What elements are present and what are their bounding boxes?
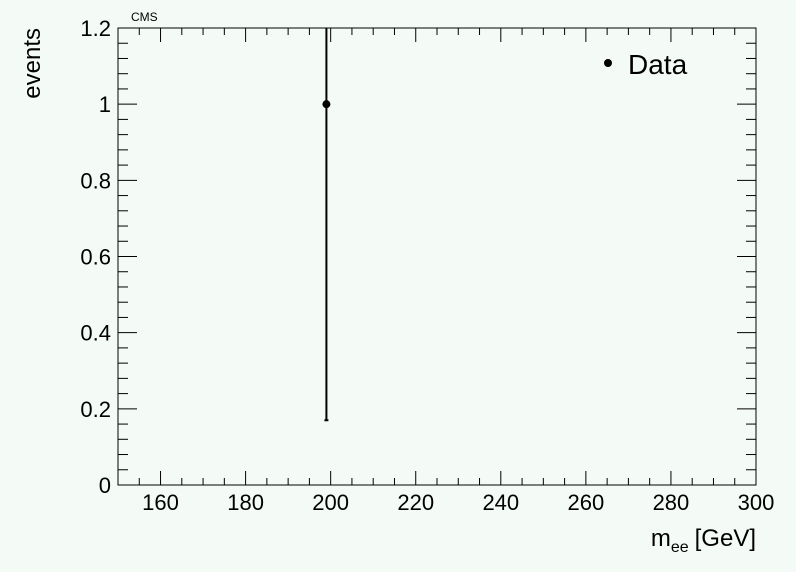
x-axis-label-unit: [GeV]	[695, 525, 756, 552]
data-points	[322, 28, 331, 422]
x-tick-label: 240	[482, 490, 519, 515]
x-tick-label: 260	[568, 490, 605, 515]
x-tick-label: 200	[312, 490, 349, 515]
x-axis-label-main: m	[651, 525, 671, 552]
legend: Data	[604, 49, 688, 80]
x-tick-label: 160	[142, 490, 179, 515]
y-axis-label: events	[19, 28, 46, 99]
y-tick-label: 0.8	[80, 168, 111, 193]
plot-frame	[117, 27, 757, 486]
y-tick-label: 0.2	[80, 397, 111, 422]
legend-label-data: Data	[628, 49, 688, 80]
legend-marker	[604, 59, 612, 67]
y-tick-label: 0.4	[80, 321, 111, 346]
data-point	[322, 100, 331, 109]
y-tick-label: 0.6	[80, 245, 111, 270]
y-tick-label: 1	[99, 92, 111, 117]
x-tick-label: 220	[397, 490, 434, 515]
chart-title: CMS	[131, 10, 158, 24]
axis-ticks	[117, 27, 757, 486]
x-tick-label: 280	[653, 490, 690, 515]
y-tick-label: 1.2	[80, 16, 111, 41]
x-tick-labels: 160 180 200 220 240 260 280 300	[142, 490, 774, 515]
x-tick-label: 300	[738, 490, 775, 515]
y-tick-labels: 0 0.2 0.4 0.6 0.8 1 1.2	[80, 16, 111, 498]
x-axis-label: mee [GeV]	[651, 525, 756, 556]
y-tick-label: 0	[99, 473, 111, 498]
x-tick-label: 180	[227, 490, 264, 515]
x-axis-label-subscript: ee	[671, 539, 689, 556]
